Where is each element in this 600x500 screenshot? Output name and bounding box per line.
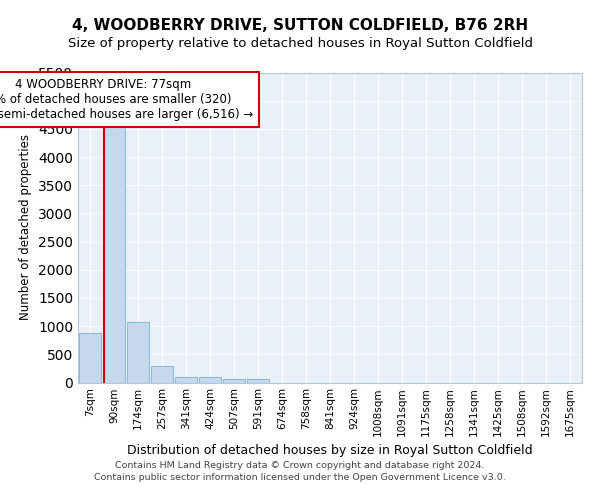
X-axis label: Distribution of detached houses by size in Royal Sutton Coldfield: Distribution of detached houses by size … xyxy=(127,444,533,458)
Text: 4, WOODBERRY DRIVE, SUTTON COLDFIELD, B76 2RH: 4, WOODBERRY DRIVE, SUTTON COLDFIELD, B7… xyxy=(72,18,528,32)
Bar xyxy=(199,378,221,382)
Text: Contains HM Land Registry data © Crown copyright and database right 2024.
Contai: Contains HM Land Registry data © Crown c… xyxy=(94,461,506,482)
Bar xyxy=(247,380,269,382)
Y-axis label: Number of detached properties: Number of detached properties xyxy=(19,134,32,320)
Bar xyxy=(223,380,245,382)
Bar xyxy=(151,366,173,382)
Bar xyxy=(103,126,125,382)
Bar xyxy=(79,333,101,382)
Bar xyxy=(175,378,197,382)
Text: 4 WOODBERRY DRIVE: 77sqm
← 5% of detached houses are smaller (320)
95% of semi-d: 4 WOODBERRY DRIVE: 77sqm ← 5% of detache… xyxy=(0,78,253,121)
Bar xyxy=(127,322,149,382)
Text: Size of property relative to detached houses in Royal Sutton Coldfield: Size of property relative to detached ho… xyxy=(67,38,533,51)
